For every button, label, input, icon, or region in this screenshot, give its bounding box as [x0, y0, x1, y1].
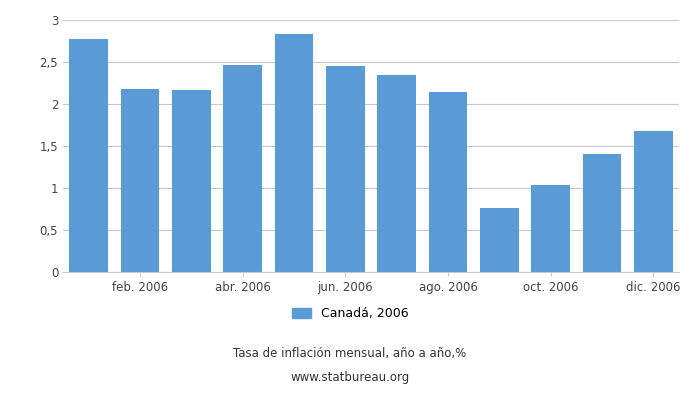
Bar — [172, 90, 211, 272]
Bar — [223, 65, 262, 272]
Bar — [531, 186, 570, 272]
Bar — [377, 74, 416, 272]
Bar — [120, 89, 160, 272]
Bar — [634, 131, 673, 272]
Legend: Canadá, 2006: Canadá, 2006 — [287, 302, 413, 325]
Bar — [326, 66, 365, 272]
Text: www.statbureau.org: www.statbureau.org — [290, 372, 410, 384]
Bar — [582, 154, 622, 272]
Bar — [480, 208, 519, 272]
Text: Tasa de inflación mensual, año a año,%: Tasa de inflación mensual, año a año,% — [233, 348, 467, 360]
Bar — [69, 39, 108, 272]
Bar — [428, 92, 468, 272]
Bar — [274, 34, 314, 272]
